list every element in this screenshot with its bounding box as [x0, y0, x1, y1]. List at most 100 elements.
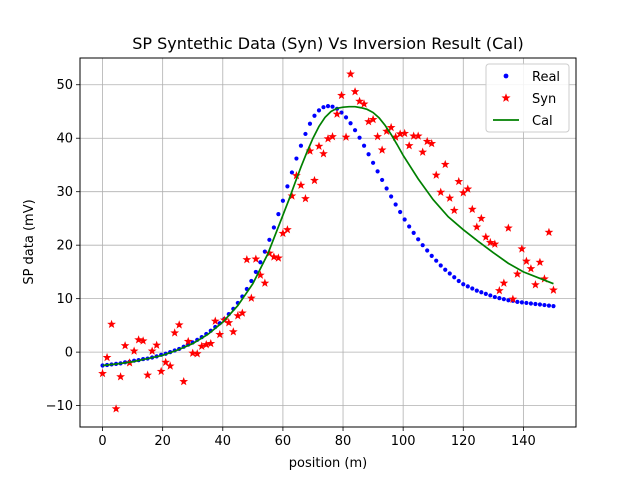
real-data-point	[528, 301, 534, 306]
real-data-point	[546, 303, 552, 308]
syn-data-point	[305, 146, 315, 155]
syn-data-point	[287, 191, 297, 200]
legend: Real Syn Cal	[485, 63, 570, 133]
syn-data-point	[233, 311, 243, 320]
real-data-point	[294, 156, 299, 161]
real-data-point	[352, 128, 358, 133]
syn-data-point	[436, 187, 446, 196]
syn-data-point	[296, 180, 306, 189]
syn-data-point	[165, 361, 175, 370]
syn-data-point	[467, 204, 477, 214]
y-axis-label: SP data (mV)	[22, 199, 37, 284]
plot-frame	[79, 57, 577, 428]
syn-data-point	[377, 145, 387, 154]
syn-data-point	[499, 278, 509, 287]
x-tick-label: 60	[275, 434, 292, 449]
syn-data-point	[481, 232, 491, 241]
syn-data-point	[201, 340, 211, 349]
real-data-point	[443, 267, 448, 272]
syn-data-point	[192, 349, 202, 358]
real-data-point	[370, 160, 376, 165]
syn-data-point	[540, 274, 549, 283]
syn-data-point	[242, 255, 252, 264]
syn-data-point	[237, 308, 247, 317]
real-data-point	[479, 290, 484, 295]
real-data-point	[551, 304, 556, 309]
syn-data-point	[255, 270, 265, 279]
syn-data-point	[174, 320, 184, 329]
syn-data-point	[549, 285, 558, 294]
real-data-point	[307, 121, 313, 126]
real-data-point	[474, 288, 479, 293]
syn-data-point	[454, 176, 464, 186]
real-data-point	[303, 131, 308, 137]
syn-data-point	[400, 128, 410, 138]
real-data-point	[357, 135, 362, 140]
syn-data-point	[129, 346, 139, 355]
syn-data-point	[386, 122, 396, 132]
syn-data-point	[147, 346, 157, 355]
real-data-point	[506, 298, 511, 303]
syn-data-point	[265, 248, 274, 257]
syn-data-point	[138, 336, 148, 345]
legend-label: Real	[532, 70, 560, 85]
real-data-point	[434, 258, 439, 263]
syn-data-point	[206, 338, 216, 348]
real-data-point	[276, 212, 281, 217]
syn-data-point	[111, 404, 121, 413]
syn-data-point	[463, 184, 473, 193]
real-data-point	[280, 198, 286, 203]
syn-data-point	[359, 99, 369, 108]
syn-data-point	[422, 136, 432, 146]
syn-data-point	[368, 114, 378, 124]
syn-data-point	[395, 129, 405, 138]
syn-data-point	[413, 131, 423, 140]
real-data-point	[343, 115, 349, 120]
syn-data-point	[269, 252, 279, 261]
syn-data-point	[283, 225, 292, 234]
syn-data-point	[508, 294, 518, 303]
syn-data-point	[472, 222, 482, 231]
real-data-point	[389, 194, 394, 199]
real-data-point	[501, 297, 506, 302]
legend-box	[485, 63, 570, 133]
syn-data-point	[513, 269, 522, 278]
real-data-point	[100, 363, 105, 368]
real-data-point	[483, 291, 488, 296]
syn-data-point	[503, 223, 513, 232]
syn-data-point	[170, 328, 180, 337]
syn-data-point	[210, 316, 220, 325]
real-data-point	[411, 230, 416, 235]
syn-data-point	[346, 69, 355, 78]
syn-data-point	[337, 90, 346, 100]
syn-data-point	[152, 340, 162, 349]
y-tick-label: −10	[46, 399, 73, 414]
grid-lines	[80, 58, 576, 427]
syn-data-point	[522, 256, 531, 265]
real-data-point	[497, 296, 502, 301]
real-data-point	[285, 184, 290, 189]
syn-data-point	[120, 341, 130, 350]
real-data-point	[461, 282, 466, 287]
syn-data-point	[224, 318, 234, 327]
real-data-point	[402, 217, 407, 222]
syn-data-point	[544, 227, 554, 237]
y-tick-label: 30	[56, 185, 73, 200]
syn-data-point	[278, 228, 288, 238]
syn-data-point	[404, 141, 414, 150]
y-tick-label: 0	[65, 346, 73, 361]
syn-data-point	[440, 159, 450, 169]
syn-data-point	[107, 319, 116, 329]
x-tick-label: 120	[451, 434, 476, 449]
syn-data-point	[517, 244, 527, 253]
chart-title: SP Syntethic Data (Syn) Vs Inversion Res…	[132, 34, 523, 53]
y-tick-label: 10	[56, 292, 73, 307]
syn-data-point	[485, 237, 495, 247]
syn-data-point	[328, 132, 337, 141]
real-data-point	[515, 299, 520, 304]
real-data-point	[533, 301, 538, 307]
x-tick-label: 20	[154, 434, 171, 449]
x-axis-label: position (m)	[289, 456, 367, 471]
syn-data-point	[409, 131, 419, 140]
